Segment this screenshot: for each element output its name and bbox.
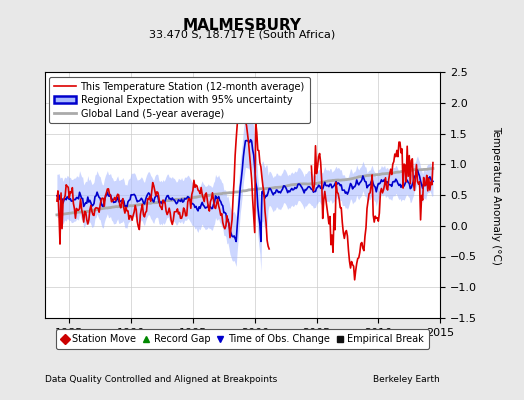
- Text: Berkeley Earth: Berkeley Earth: [374, 375, 440, 384]
- Text: MALMESBURY: MALMESBURY: [182, 18, 302, 33]
- Legend: This Temperature Station (12-month average), Regional Expectation with 95% uncer: This Temperature Station (12-month avera…: [49, 77, 310, 123]
- Text: 33.470 S, 18.717 E (South Africa): 33.470 S, 18.717 E (South Africa): [149, 29, 335, 39]
- Text: Data Quality Controlled and Aligned at Breakpoints: Data Quality Controlled and Aligned at B…: [45, 375, 277, 384]
- Legend: Station Move, Record Gap, Time of Obs. Change, Empirical Break: Station Move, Record Gap, Time of Obs. C…: [56, 329, 429, 349]
- Y-axis label: Temperature Anomaly (°C): Temperature Anomaly (°C): [491, 126, 501, 264]
